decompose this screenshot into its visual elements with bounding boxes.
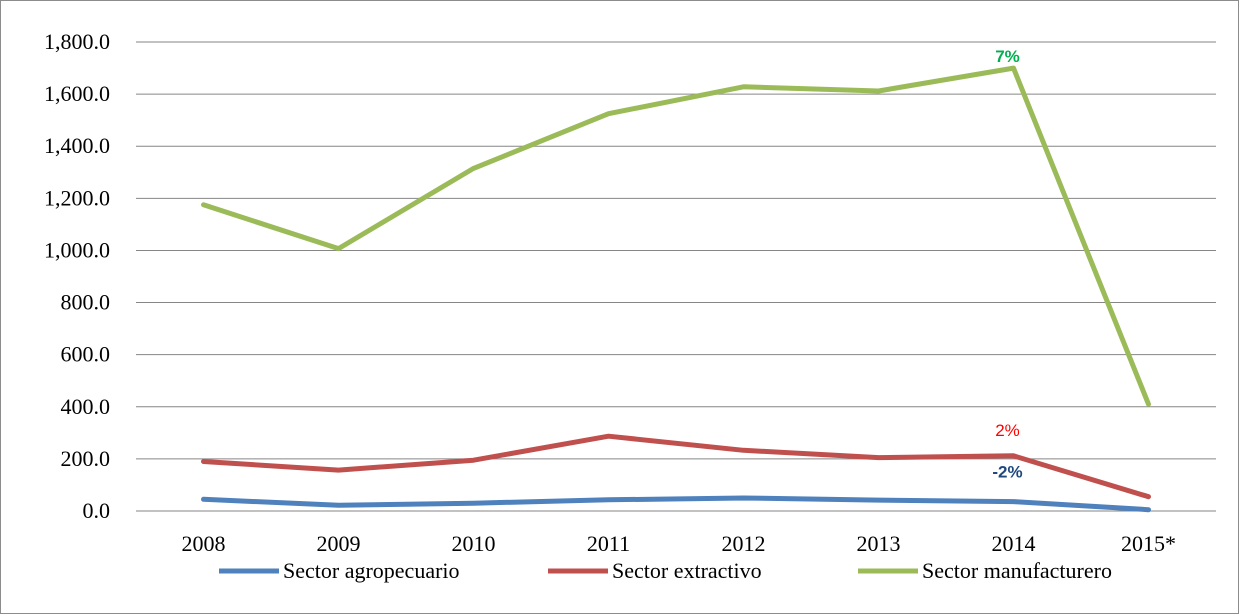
x-tick-label: 2012	[722, 531, 766, 556]
y-tick-label: 1,000.0	[44, 237, 110, 262]
legend-label: Sector extractivo	[612, 558, 762, 583]
y-tick-label: 1,600.0	[44, 81, 110, 106]
x-axis-ticks: 2008 2009 2010 2011 2012 2013 2014 2015*	[182, 531, 1177, 556]
y-axis-ticks: 0.0 200.0 400.0 600.0 800.0 1,000.0 1,200.0 1,4…	[44, 29, 110, 523]
y-tick-label: 1,200.0	[44, 185, 110, 210]
legend: Sector agropecuario Sector extractivo Sect…	[219, 558, 1112, 583]
x-tick-label: 2010	[452, 531, 496, 556]
x-tick-label: 2008	[182, 531, 226, 556]
series-lines	[201, 65, 1151, 513]
x-tick-label: 2009	[317, 531, 361, 556]
annotations: 7% 2% -2%	[992, 47, 1022, 482]
y-tick-label: 400.0	[61, 394, 111, 419]
x-tick-label: 2013	[857, 531, 901, 556]
y-tick-label: 200.0	[61, 446, 111, 471]
y-tick-label: 1,800.0	[44, 29, 110, 54]
y-tick-label: 0.0	[83, 498, 111, 523]
annotation-label: 7%	[995, 47, 1020, 66]
x-tick-label: 2011	[587, 531, 630, 556]
annotation-label: -2%	[992, 463, 1022, 482]
y-tick-label: 600.0	[61, 342, 111, 367]
series-line-1	[201, 433, 1151, 500]
legend-label: Sector agropecuario	[283, 558, 460, 583]
annotation-label: 2%	[995, 421, 1020, 440]
y-tick-label: 800.0	[61, 290, 111, 315]
gridlines	[136, 41, 1216, 512]
series-line-2	[201, 65, 1151, 407]
legend-label: Sector manufacturero	[922, 558, 1112, 583]
x-tick-label: 2015*	[1121, 531, 1176, 556]
series-line-0	[201, 495, 1151, 513]
x-tick-label: 2014	[992, 531, 1036, 556]
y-tick-label: 1,400.0	[44, 133, 110, 158]
